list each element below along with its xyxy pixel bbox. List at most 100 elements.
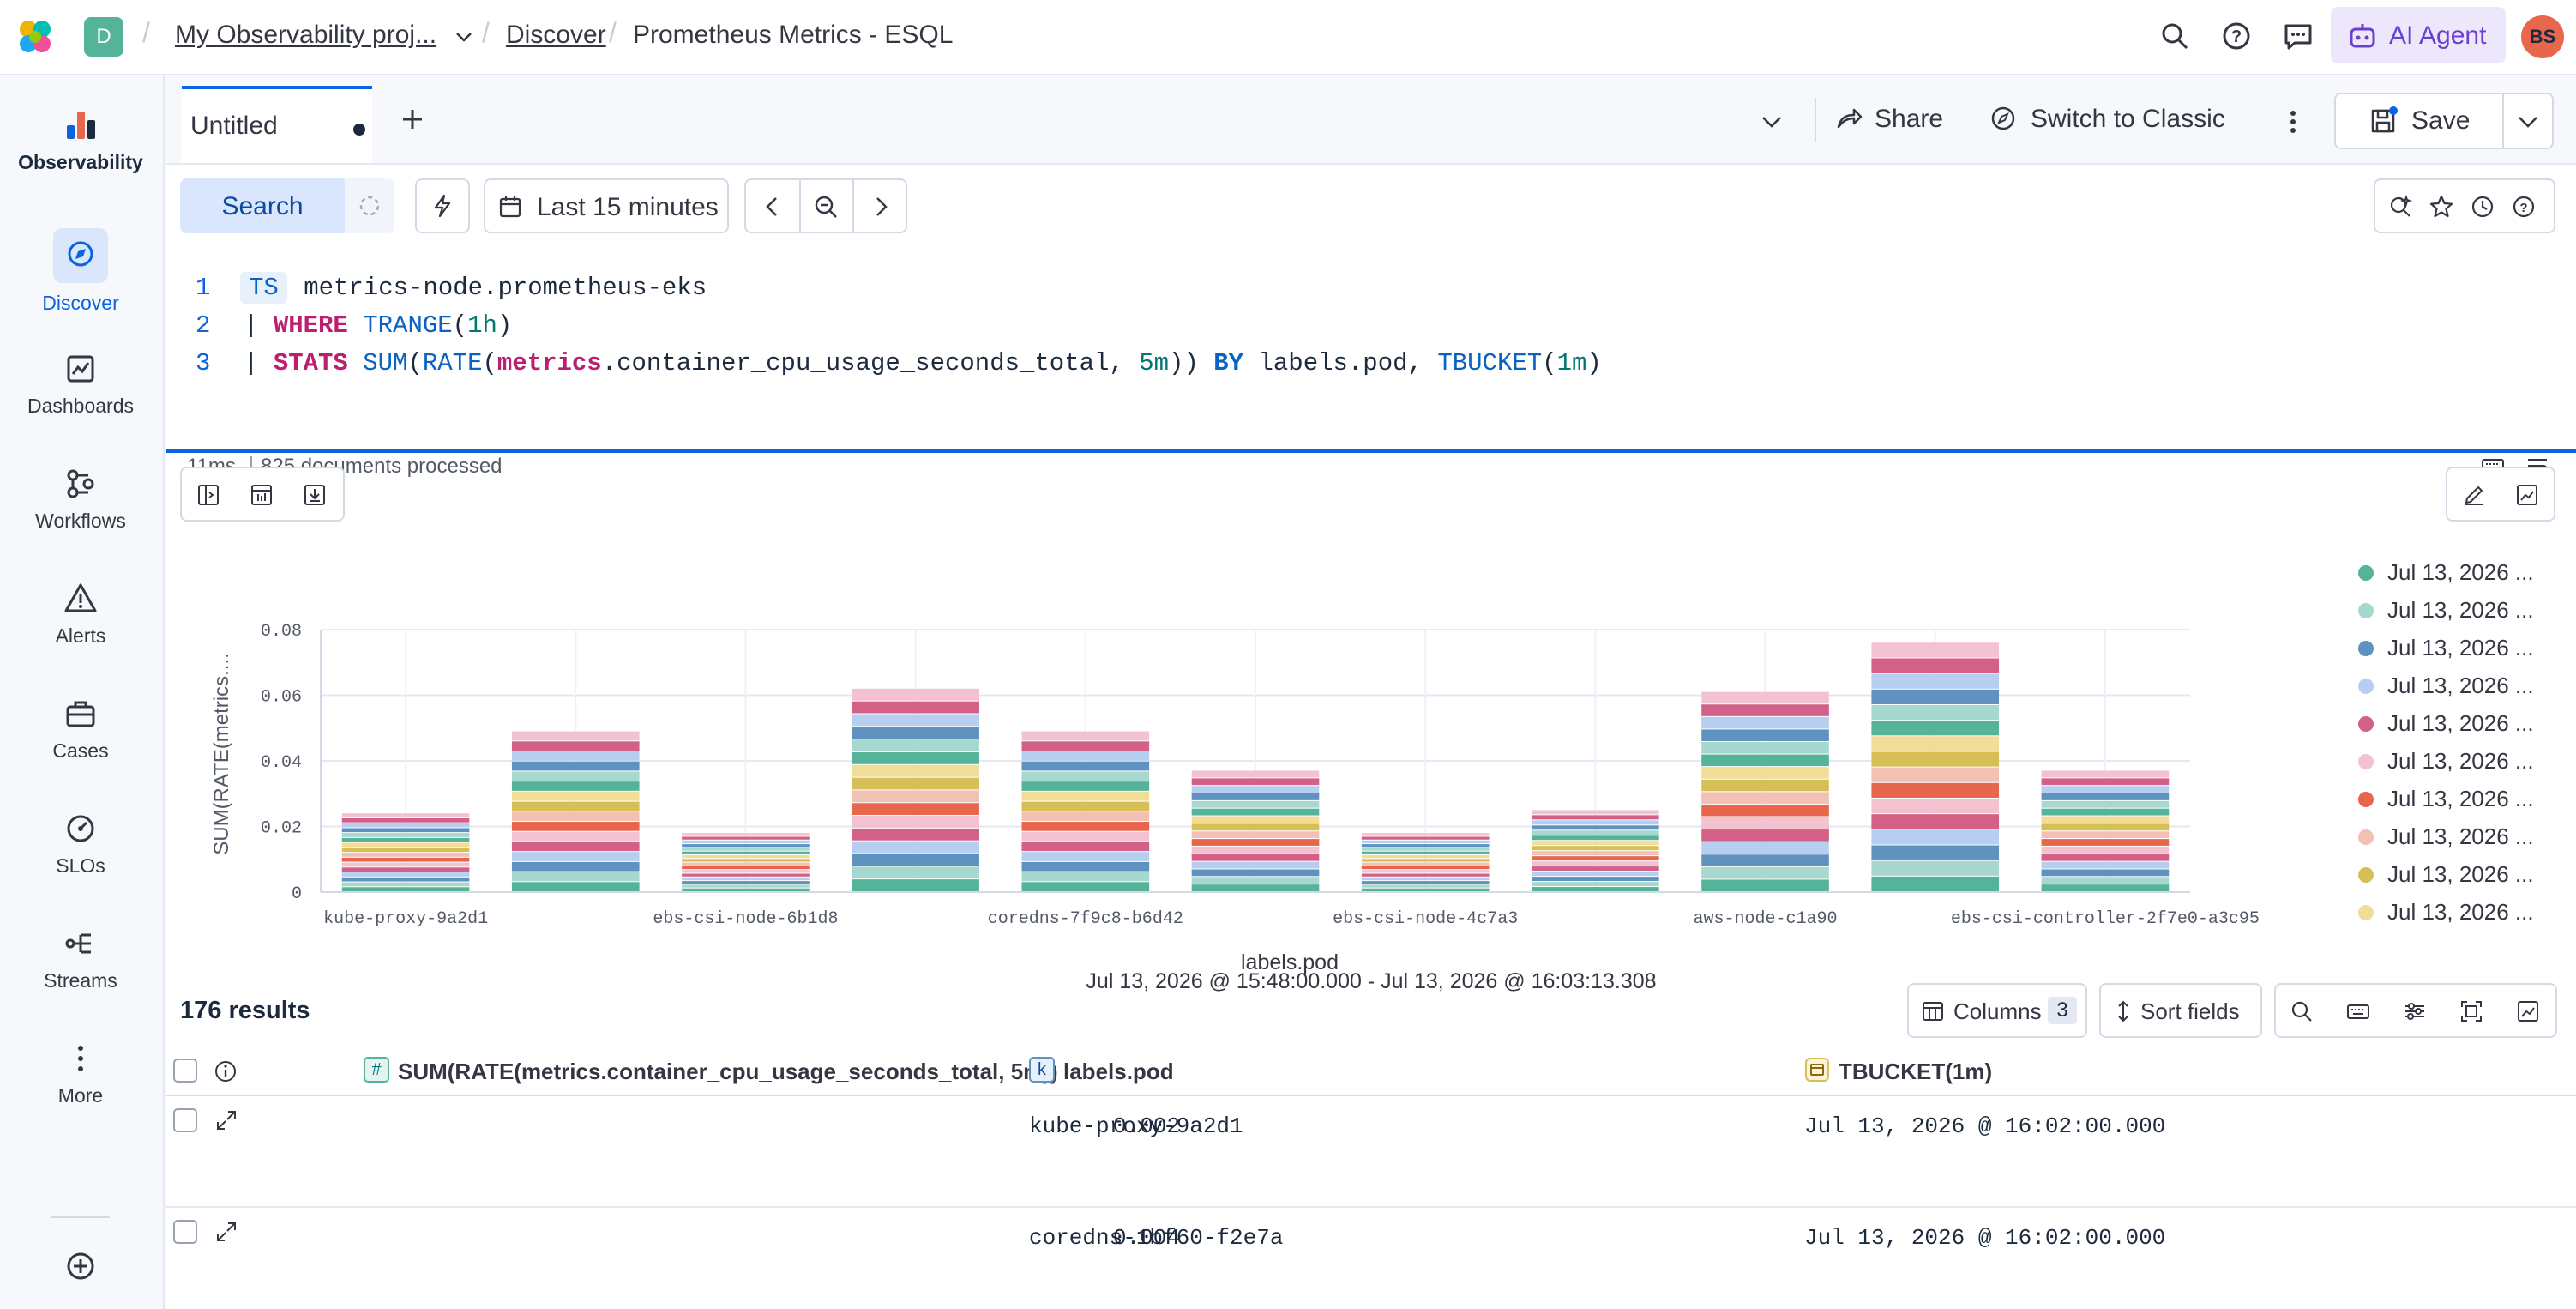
search-label: Search (221, 192, 304, 220)
tab-untitled[interactable]: Untitled (182, 86, 372, 163)
chevron-down-icon[interactable] (2516, 110, 2540, 134)
search-icon[interactable] (2290, 999, 2314, 1023)
history-icon[interactable] (2470, 194, 2495, 220)
add-to-dashboard-icon[interactable] (2514, 482, 2540, 508)
expand-icon[interactable] (214, 1108, 238, 1132)
space-avatar[interactable]: D (84, 17, 123, 57)
x-axis-title: labels.pod (1241, 950, 1339, 974)
table-row[interactable]: 0.004 coredns-1bf60-f2e7a Jul 13, 2026 @… (166, 1208, 2576, 1309)
legend-label: Jul 13, 2026 ... (2387, 748, 2534, 774)
editor-tools-group: ? (2374, 178, 2555, 233)
sidebar-item-discover[interactable]: Discover (0, 228, 161, 323)
switch-to-classic-button[interactable]: Switch to Classic (1989, 94, 2247, 142)
sidebar-item-label: Alerts (55, 624, 106, 647)
help-icon[interactable]: ? (2511, 194, 2537, 220)
bar-segment (1701, 767, 1829, 779)
star-icon[interactable] (2429, 194, 2454, 220)
bar-segment (511, 741, 640, 751)
breadcrumb-discover[interactable]: Discover (506, 21, 606, 49)
info-icon[interactable] (213, 1059, 238, 1084)
add-circle-icon[interactable] (63, 1249, 98, 1283)
bar-segment (1021, 741, 1150, 751)
edit-icon[interactable] (2461, 482, 2487, 508)
code-token: BY (1213, 349, 1244, 377)
fullscreen-icon[interactable] (2459, 999, 2483, 1023)
keyword-type-icon: k (1029, 1057, 1055, 1083)
breadcrumb-project[interactable]: My Observability proj... (175, 21, 437, 49)
bar-segment (1871, 860, 2000, 876)
sidebar-app-observability[interactable]: Observability (0, 106, 161, 201)
tabs-bar (166, 75, 2576, 165)
calendar-icon (499, 196, 521, 218)
download-icon[interactable] (302, 482, 328, 508)
sidebar-item-workflows[interactable]: Workflows (0, 465, 161, 559)
bar-segment (1191, 793, 1320, 800)
add-tab-icon[interactable] (398, 105, 427, 134)
sidebar-item-slos[interactable]: SLOs (0, 810, 161, 904)
row-checkbox[interactable] (173, 1220, 197, 1244)
chevron-down-icon[interactable] (1760, 110, 1784, 134)
search-icon[interactable] (2158, 19, 2192, 53)
refresh-icon (359, 196, 380, 216)
quick-actions-button[interactable] (415, 178, 470, 233)
user-avatar[interactable]: BS (2521, 15, 2564, 58)
more-options-icon[interactable] (2288, 108, 2298, 136)
editor-resize-bar[interactable] (166, 449, 2576, 453)
bar-segment (511, 761, 640, 771)
chart-settings-icon[interactable] (249, 482, 274, 508)
svg-text:?: ? (2231, 27, 2242, 46)
sidebar-app-label: Observability (18, 151, 143, 173)
bar-segment (1361, 859, 1490, 862)
code-token: labels.pod, (1243, 349, 1438, 377)
sidebar-item-label: Discover (42, 292, 119, 314)
bar-segment (511, 801, 640, 811)
bar-segment (511, 791, 640, 801)
ai-agent-button[interactable]: AI Agent (2331, 7, 2506, 63)
date-picker-button[interactable]: Last 15 minutes (484, 178, 729, 233)
sidebar-item-more[interactable]: More (0, 1040, 161, 1134)
bar-segment (852, 854, 979, 866)
collapse-sidebar-icon[interactable] (196, 482, 221, 508)
bar-segment (1701, 716, 1829, 729)
search-button[interactable]: Search (180, 178, 345, 233)
save-button-group: Save (2334, 93, 2554, 149)
columns-button[interactable]: Columns 3 (1907, 983, 2087, 1038)
sort-fields-button[interactable]: Sort fields (2099, 983, 2262, 1038)
legend-color-dot (2358, 867, 2374, 883)
help-icon[interactable]: ? (2219, 19, 2254, 53)
bar-segment (1191, 861, 1320, 869)
bar-segment (2041, 854, 2170, 861)
sidebar-item-cases[interactable]: Cases (0, 695, 161, 789)
legend-color-dot (2358, 716, 2374, 732)
chevron-down-icon[interactable] (454, 27, 473, 46)
save-button[interactable]: Save (2336, 94, 2502, 148)
table-row[interactable]: 0.002 kube-proxy-9a2d1 Jul 13, 2026 @ 16… (166, 1095, 2576, 1208)
legend-label: Jul 13, 2026 ... (2387, 899, 2534, 925)
bar-segment (2041, 816, 2170, 823)
select-all-checkbox[interactable] (173, 1059, 197, 1083)
bar-segment (1532, 830, 1659, 835)
zoom-out-icon[interactable] (813, 194, 839, 220)
sidebar-item-alerts[interactable]: Alerts (0, 580, 161, 674)
sidebar-item-dashboards[interactable]: Dashboards (0, 350, 161, 444)
esql-editor[interactable]: 1 2 3 TS metrics-node.prometheus-eks | WH… (166, 252, 2576, 441)
chat-icon[interactable] (2281, 19, 2315, 53)
code-token: 1h (467, 311, 497, 340)
ai-assistant-icon[interactable] (2387, 194, 2413, 220)
refresh-button[interactable] (345, 178, 394, 233)
row-checkbox[interactable] (173, 1108, 197, 1132)
add-visualization-icon[interactable] (2516, 999, 2540, 1023)
expand-icon[interactable] (214, 1220, 238, 1244)
bar-segment (682, 862, 810, 866)
code-token: ( (482, 349, 497, 377)
code-token: metrics (497, 349, 602, 377)
code-token: )) (1169, 349, 1214, 377)
chevron-left-icon[interactable] (760, 194, 785, 220)
display-settings-icon[interactable] (2403, 999, 2427, 1023)
keyboard-icon[interactable] (2346, 999, 2370, 1023)
chevron-right-icon[interactable] (868, 194, 894, 220)
stacked-bar-chart[interactable]: 0 0.02 0.04 0.06 0.08 kube-proxy-9a2d1 ebs-csi… (166, 522, 2576, 1028)
elastic-logo-icon[interactable] (15, 17, 55, 57)
sidebar-item-streams[interactable]: Streams (0, 925, 161, 1019)
share-button[interactable]: Share (1835, 94, 1955, 142)
